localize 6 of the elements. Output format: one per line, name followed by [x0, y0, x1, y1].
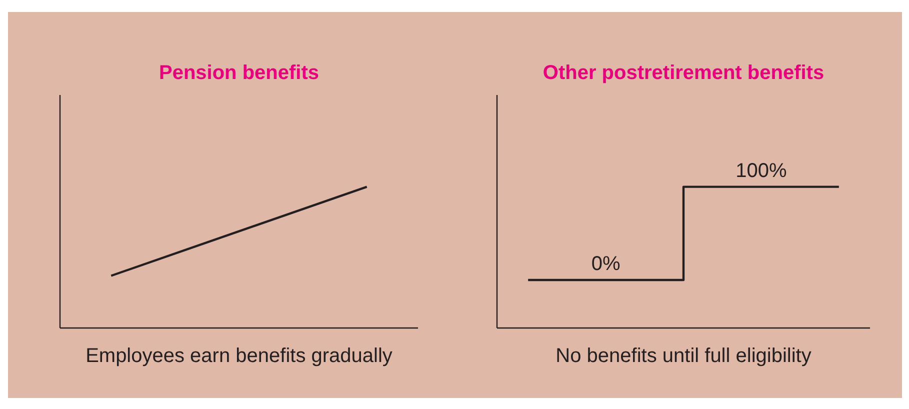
- x-axis-title: Employees earn benefits gradually: [86, 345, 392, 367]
- x-axis-title: No benefits until full eligibility: [556, 345, 812, 367]
- annotation: 0%: [591, 252, 620, 275]
- text: 100%: [736, 160, 787, 182]
- chart-title: Other postretirement benefits: [542, 62, 824, 84]
- chart-title: Pension benefits: [158, 62, 320, 84]
